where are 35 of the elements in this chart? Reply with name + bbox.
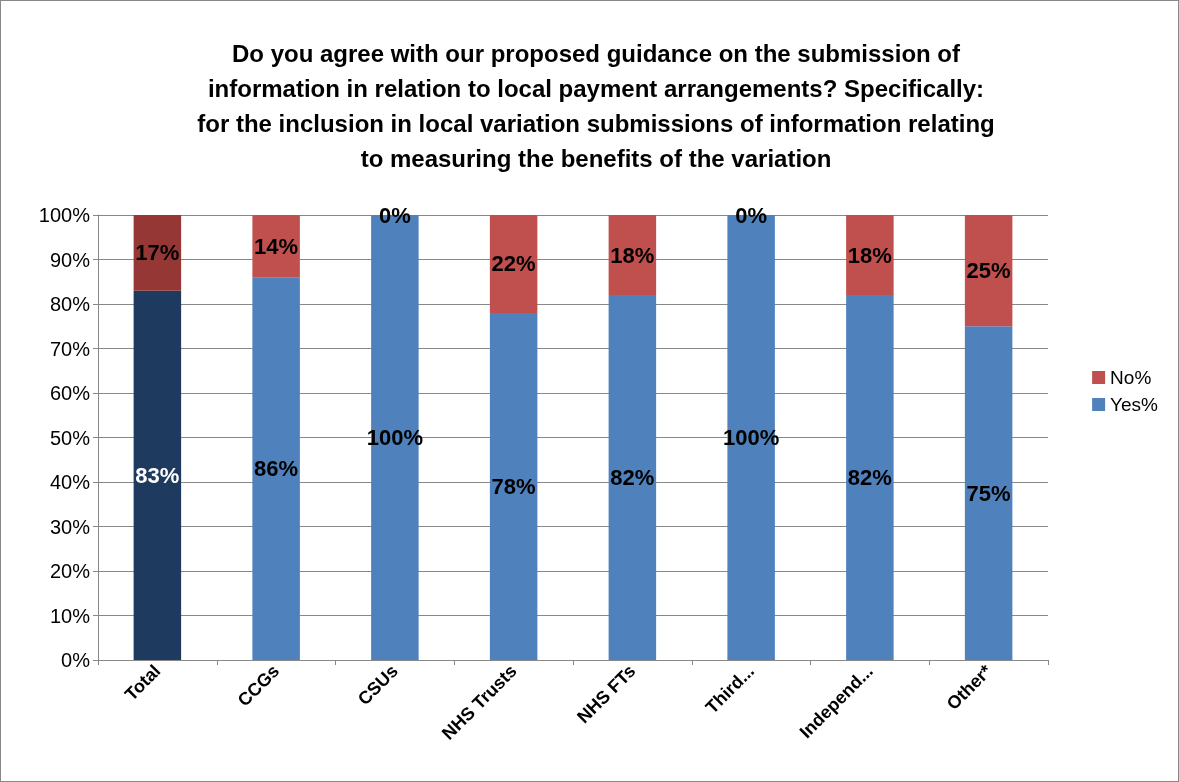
data-label: 18% [610, 242, 655, 268]
data-label: 78% [491, 473, 536, 499]
y-tick-label: 40% [49, 471, 91, 493]
data-label: 14% [254, 233, 299, 259]
data-label: 18% [847, 242, 892, 268]
bar [489, 215, 538, 313]
data-label: 75% [966, 480, 1011, 506]
data-label: 17% [135, 240, 180, 266]
y-tick-label: 90% [49, 248, 91, 271]
legend-label: Yes% [1110, 394, 1159, 415]
y-tick-label: 10% [49, 604, 91, 627]
y-tick-label: 20% [49, 560, 91, 582]
y-tick-label: 100% [38, 204, 91, 226]
bar [608, 295, 657, 660]
bar [964, 326, 1013, 660]
y-tick-label: 50% [49, 426, 91, 449]
data-label: 25% [966, 258, 1011, 284]
bar [133, 290, 182, 660]
bar [489, 312, 538, 660]
chart-title: Do you agree with our proposed guidance on the submission of information in relation to local payment arrangements? Specifically: for the inclusion in local variation submissions of information relating to measuring the benefits of the variation [197, 40, 995, 172]
bar [964, 215, 1013, 327]
data-label: 22% [491, 251, 536, 277]
y-tick-label: 70% [49, 337, 91, 360]
bar [252, 277, 300, 660]
data-label: 82% [610, 465, 655, 491]
data-label: 86% [254, 456, 299, 482]
y-tick-label: 30% [49, 515, 91, 538]
y-tick-label: 60% [49, 382, 91, 404]
data-label: 83% [135, 462, 180, 488]
y-tick-label: 80% [49, 293, 91, 315]
data-label: 82% [847, 465, 892, 491]
y-tick-label: 0% [61, 649, 91, 671]
bar [846, 215, 894, 296]
legend-label: No% [1110, 367, 1152, 388]
bar [846, 295, 894, 660]
